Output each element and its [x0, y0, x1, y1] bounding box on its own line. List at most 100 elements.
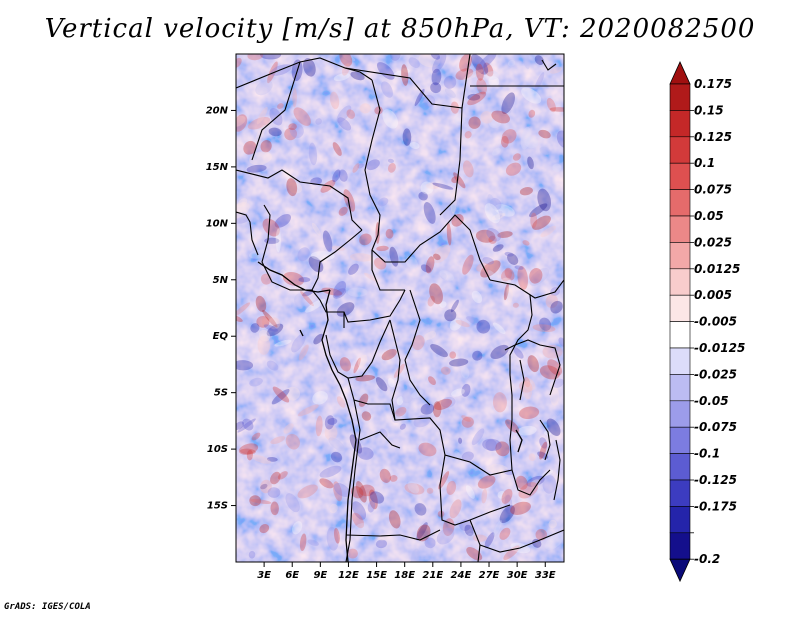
field-patch [427, 295, 435, 307]
field-patch [381, 348, 397, 361]
colorbar-swatch [669, 162, 691, 190]
field-patch [246, 449, 254, 461]
field-patch [312, 391, 328, 405]
field-patch [436, 527, 455, 545]
field-patch [523, 376, 531, 388]
field-patch [402, 128, 412, 146]
field-patch [543, 430, 552, 436]
field-patch [327, 417, 338, 425]
field-patch [357, 354, 368, 367]
field-patch [333, 481, 343, 502]
field-patch [321, 287, 343, 296]
field-patch [274, 339, 292, 347]
field-patch [401, 389, 415, 404]
field-patch [357, 447, 374, 460]
lon-label: 12E [338, 570, 359, 581]
field-patch [387, 378, 395, 388]
field-patch [236, 114, 248, 132]
lat-label: 20N [206, 105, 229, 116]
field-patch [534, 55, 544, 65]
field-patch [375, 377, 388, 392]
field-patch [294, 293, 303, 307]
field-patch [302, 290, 314, 297]
colorbar-label: -0.075 [694, 420, 737, 434]
field-patch [546, 98, 556, 113]
map-area [235, 53, 565, 563]
field-patch [270, 436, 286, 445]
field-patch [526, 475, 545, 487]
field-patch [315, 415, 323, 437]
field-patch [449, 318, 462, 331]
field-patch [461, 451, 474, 462]
colorbar-label: 0.075 [694, 183, 732, 197]
field-patch [350, 486, 364, 499]
field-patch [272, 386, 290, 403]
field-patch [236, 57, 242, 68]
field-patch [271, 389, 290, 405]
colorbar-label: -0.175 [694, 499, 737, 513]
field-patch [492, 244, 504, 252]
field-patch [275, 228, 281, 253]
colorbar-label: 0.005 [694, 288, 732, 302]
field-patch [464, 131, 472, 139]
field-patch [519, 406, 540, 420]
field-patch [328, 437, 345, 452]
field-patch [449, 351, 457, 359]
field-patch [493, 520, 502, 536]
field-patch [326, 526, 339, 551]
field-patch [357, 163, 364, 169]
field-patch [247, 116, 271, 130]
field-patch [376, 245, 389, 252]
lon-label: 30E [507, 570, 528, 581]
field-patch [462, 160, 474, 178]
field-patch [428, 376, 436, 386]
field-patch [348, 263, 359, 275]
country-borders [236, 54, 564, 562]
lat-label: 10S [207, 444, 228, 455]
field-patch [375, 539, 388, 549]
field-patch [549, 66, 563, 74]
field-patch [548, 519, 557, 529]
field-patch [250, 323, 260, 333]
field-patch [267, 487, 281, 498]
field-patch [483, 62, 494, 77]
field-patch [333, 73, 351, 82]
field-patch [495, 441, 510, 457]
lon-label: 3E [257, 570, 271, 581]
field-patch [242, 418, 254, 431]
colorbar-swatch [669, 242, 691, 270]
field-patch [514, 265, 524, 270]
field-patch [338, 169, 348, 182]
colorbar-swatch [669, 347, 691, 375]
field-patch [505, 419, 520, 433]
field-patch [430, 344, 448, 358]
field-patch [515, 475, 528, 490]
field-patch [530, 479, 541, 488]
field-patch [285, 386, 301, 401]
field-patch [432, 182, 454, 190]
field-patch [425, 256, 435, 274]
field-patch [260, 483, 268, 490]
longitude-axis: 3E 6E 9E 12E 15E 18E 21E 24E 27E 30E 33E [257, 562, 556, 581]
field-patch [424, 537, 436, 549]
colorbar-label: -0.125 [694, 473, 737, 487]
field-patch [300, 529, 310, 539]
field-patch [470, 54, 489, 75]
field-patch [395, 407, 407, 417]
field-patch [507, 253, 519, 265]
field-patch [333, 280, 347, 298]
field-patch [521, 54, 530, 70]
field-patch [329, 503, 338, 514]
field-patch [366, 159, 380, 171]
field-patch [310, 251, 335, 261]
field-patch [385, 228, 394, 239]
field-patch [454, 115, 466, 126]
field-patch [439, 301, 447, 308]
field-patch [444, 88, 456, 98]
field-patch [455, 319, 470, 328]
colorbar-label: -0.025 [694, 367, 737, 381]
field-patch [484, 203, 501, 224]
field-patch [458, 437, 463, 444]
field-patch [347, 287, 368, 297]
field-patch [507, 59, 516, 67]
